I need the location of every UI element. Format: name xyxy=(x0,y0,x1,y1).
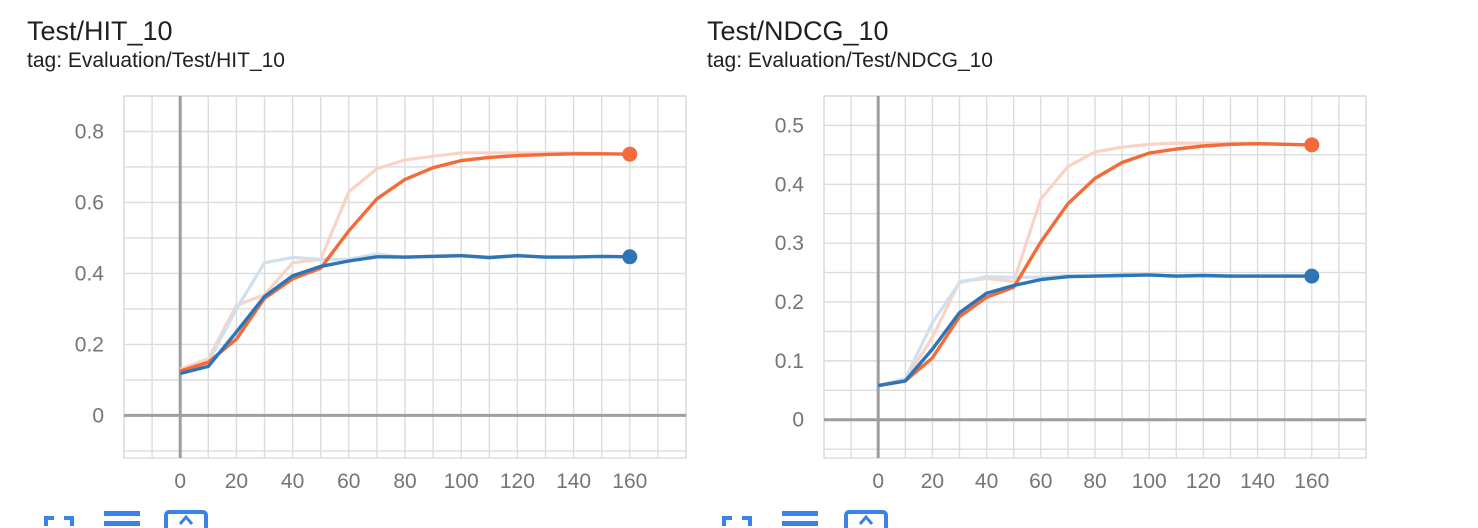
y-tick-label: 0.6 xyxy=(75,191,104,214)
y-tick-label: 0.4 xyxy=(75,262,105,285)
expand-chart-icon[interactable] xyxy=(164,508,208,528)
y-tick-label: 0 xyxy=(792,409,804,432)
orange-series-end-point[interactable] xyxy=(622,146,638,162)
plot-border xyxy=(123,95,687,459)
chart-card-hit10: Test/HIT_10 tag: Evaluation/Test/HIT_10 … xyxy=(0,0,720,528)
y-tick-label: 0.8 xyxy=(75,120,104,143)
expand-chart-icon[interactable] xyxy=(844,508,888,528)
x-tick-label: 60 xyxy=(1029,470,1052,493)
y-tick-label: 0.3 xyxy=(775,232,804,255)
x-tick-label: 160 xyxy=(612,470,647,493)
chart-card-ndcg10: Test/NDCG_10 tag: Evaluation/Test/NDCG_1… xyxy=(700,0,1420,528)
x-tick-label: 40 xyxy=(281,470,304,493)
blue-series-smoothed-line[interactable] xyxy=(179,254,630,376)
chart-title: Test/NDCG_10 xyxy=(707,16,889,46)
chart-toolbar xyxy=(44,508,244,528)
chart-tag: tag: Evaluation/Test/NDCG_10 xyxy=(707,49,993,72)
x-tick-label: 100 xyxy=(1132,470,1167,493)
y-tick-label: 0.2 xyxy=(75,333,104,356)
fit-domain-icon[interactable] xyxy=(722,508,752,528)
orange-series-smoothed-line[interactable] xyxy=(877,142,1312,388)
line-chart-hit10[interactable]: 0 0.2 0.4 0.6 0.8 0 20 40 60 80 100 120 140 160 xyxy=(0,0,720,500)
y-tick-label: 0.1 xyxy=(775,350,804,373)
blue-series-end-point[interactable] xyxy=(622,249,638,265)
y-tick-label: 0.2 xyxy=(775,291,804,314)
x-tick-label: 80 xyxy=(1083,470,1106,493)
chart-tag: tag: Evaluation/Test/HIT_10 xyxy=(27,49,285,72)
y-tick-label: 0 xyxy=(92,404,104,427)
fit-domain-icon[interactable] xyxy=(44,508,74,528)
blue-series-smoothed-line[interactable] xyxy=(877,273,1312,388)
orange-series-end-point[interactable] xyxy=(1304,137,1320,153)
orange-series-smoothed-line[interactable] xyxy=(179,152,630,373)
x-tick-label: 100 xyxy=(444,470,479,493)
y-tick-label: 0.5 xyxy=(775,114,804,137)
x-tick-label: 160 xyxy=(1294,470,1329,493)
toggle-log-scale-icon[interactable] xyxy=(782,508,818,528)
chart-toolbar xyxy=(722,508,922,528)
x-tick-label: 0 xyxy=(872,470,884,493)
line-chart-ndcg10[interactable]: 0 0.1 0.2 0.3 0.4 0.5 0 20 40 60 80 100 120 140 160 xyxy=(700,0,1420,500)
plot-border xyxy=(823,95,1367,459)
toggle-log-scale-icon[interactable] xyxy=(104,508,140,528)
x-tick-label: 140 xyxy=(1240,470,1275,493)
x-tick-label: 120 xyxy=(500,470,535,493)
x-tick-label: 20 xyxy=(225,470,248,493)
x-tick-label: 140 xyxy=(556,470,591,493)
x-tick-label: 0 xyxy=(174,470,186,493)
x-tick-label: 80 xyxy=(393,470,416,493)
x-tick-label: 20 xyxy=(921,470,944,493)
x-tick-label: 40 xyxy=(975,470,998,493)
y-tick-label: 0.4 xyxy=(775,173,805,196)
blue-series-end-point[interactable] xyxy=(1304,268,1320,284)
x-tick-label: 120 xyxy=(1186,470,1221,493)
x-tick-label: 60 xyxy=(337,470,360,493)
chart-title: Test/HIT_10 xyxy=(27,16,173,46)
grid xyxy=(123,95,687,459)
